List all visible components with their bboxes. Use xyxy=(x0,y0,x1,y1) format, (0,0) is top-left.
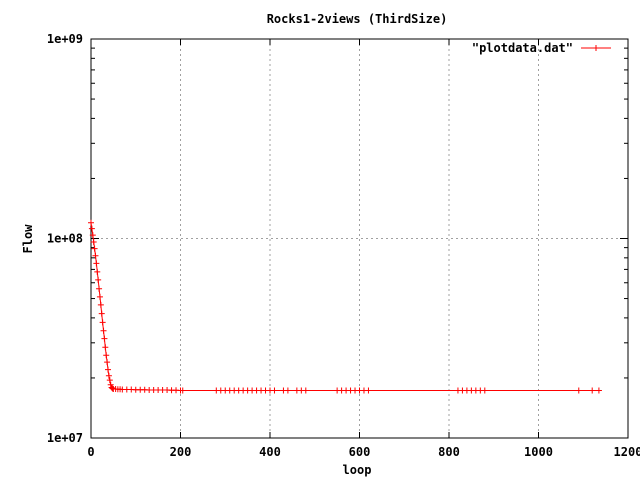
data-point xyxy=(92,252,99,259)
data-point xyxy=(179,387,186,394)
x-tick-label: 200 xyxy=(170,445,192,459)
chart-title: Rocks1-2views (ThirdSize) xyxy=(267,12,448,26)
legend-marker xyxy=(593,45,599,51)
x-tick-label: 1200 xyxy=(614,445,640,459)
data-point xyxy=(105,366,112,373)
data-point xyxy=(104,359,111,366)
data-point xyxy=(100,327,107,334)
data-point xyxy=(575,387,582,394)
data-point xyxy=(94,268,101,275)
data-point xyxy=(481,387,488,394)
data-point xyxy=(88,219,94,226)
data-point xyxy=(90,239,97,246)
data-point xyxy=(101,335,108,342)
x-tick-label: 400 xyxy=(259,445,281,459)
data-point xyxy=(89,232,96,239)
data-point xyxy=(88,225,95,232)
y-axis-label: Flow xyxy=(21,224,35,254)
y-tick-label: 1e+07 xyxy=(47,431,83,445)
data-point xyxy=(96,293,103,300)
data-point xyxy=(106,377,113,384)
data-point xyxy=(589,387,596,394)
data-point xyxy=(284,387,291,394)
data-point xyxy=(99,319,106,326)
data-point xyxy=(91,245,98,252)
data-point xyxy=(365,387,372,394)
data-point xyxy=(103,352,110,359)
axis-ticks: 0 200 400 600 800 1000 1200 1e+07 1e+08 1e+09 xyxy=(47,32,640,459)
series-plotdata xyxy=(88,219,602,394)
data-point xyxy=(302,387,309,394)
series-line xyxy=(90,222,599,391)
x-tick-label: 1000 xyxy=(524,445,553,459)
legend: "plotdata.dat" xyxy=(472,41,611,55)
x-tick-label: 600 xyxy=(349,445,371,459)
grid xyxy=(91,39,628,438)
x-tick-label: 800 xyxy=(438,445,460,459)
data-point xyxy=(271,387,278,394)
data-point xyxy=(96,285,103,292)
data-point xyxy=(105,372,112,379)
data-point xyxy=(97,301,104,308)
data-point xyxy=(95,276,102,283)
data-point xyxy=(107,381,114,388)
data-point xyxy=(98,310,105,317)
x-tick-label: 0 xyxy=(87,445,94,459)
y-tick-label: 1e+09 xyxy=(47,32,83,46)
data-point xyxy=(93,260,100,267)
x-axis-label: loop xyxy=(343,463,372,477)
y-tick-label: 1e+08 xyxy=(47,232,83,246)
data-point xyxy=(595,387,602,394)
legend-label: "plotdata.dat" xyxy=(472,41,573,55)
data-point xyxy=(102,344,109,351)
